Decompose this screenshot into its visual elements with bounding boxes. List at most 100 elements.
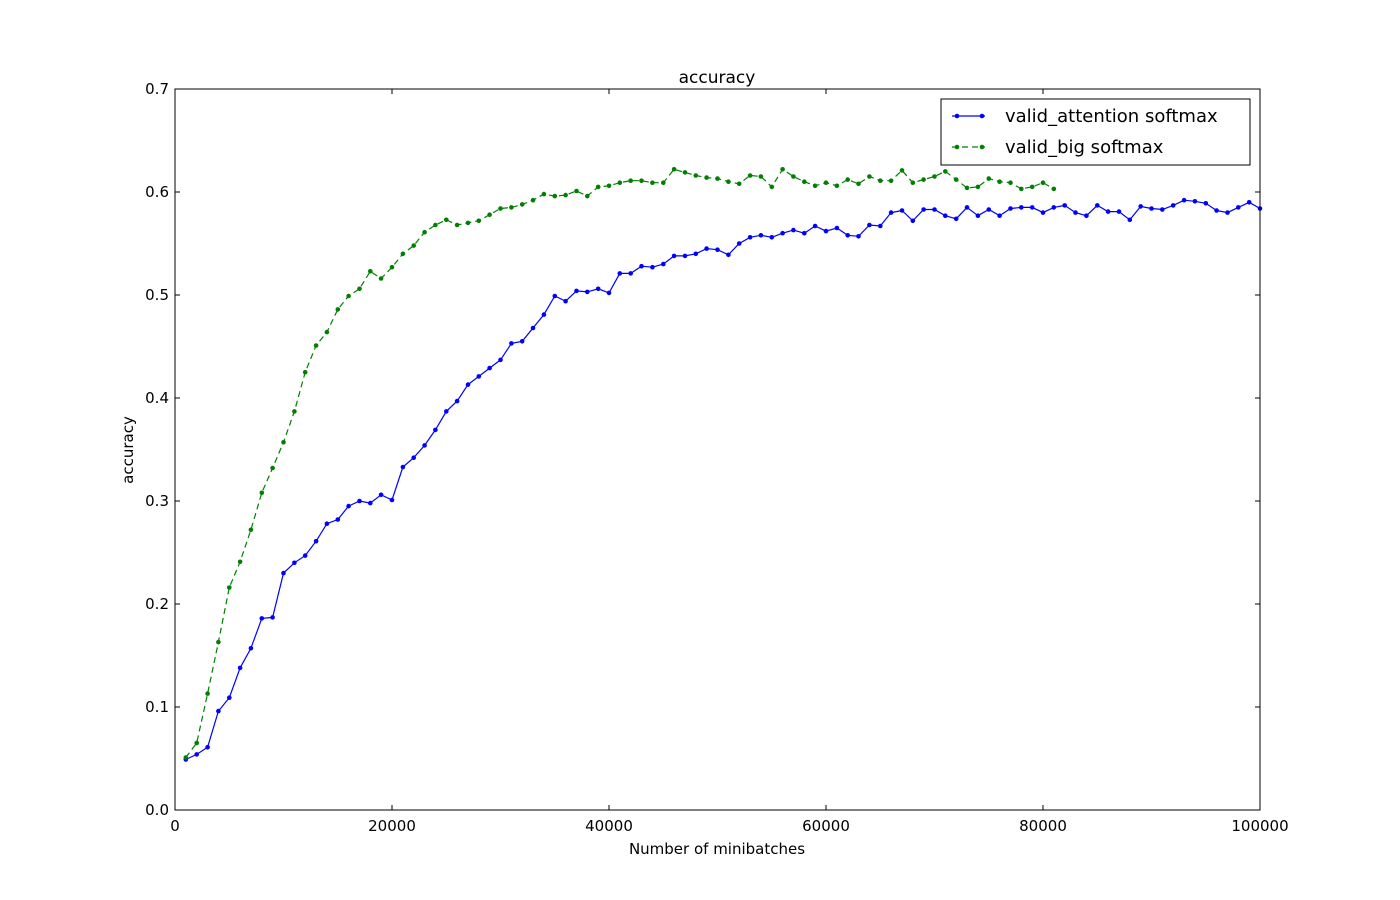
data-point xyxy=(368,269,373,274)
data-point xyxy=(444,217,449,223)
data-point xyxy=(487,212,492,217)
data-point xyxy=(932,207,937,212)
data-point xyxy=(194,740,199,746)
data-point xyxy=(313,538,319,544)
data-point xyxy=(888,178,894,183)
data-point xyxy=(1051,186,1057,192)
data-point xyxy=(1149,206,1154,211)
y-tick-label: 0.1 xyxy=(145,698,169,716)
data-point xyxy=(986,176,992,181)
data-point xyxy=(964,185,970,191)
data-point xyxy=(1181,197,1187,203)
legend-label: valid_big softmax xyxy=(1005,137,1164,158)
legend-box xyxy=(940,98,1251,166)
x-tick-label: 40000 xyxy=(585,817,633,835)
data-point xyxy=(281,440,286,445)
data-point xyxy=(758,174,764,179)
x-tick-label: 0 xyxy=(170,817,180,835)
data-point xyxy=(704,246,709,251)
data-point xyxy=(411,455,417,461)
data-point xyxy=(780,167,785,172)
data-point xyxy=(975,184,981,190)
data-point xyxy=(422,443,427,448)
data-point xyxy=(270,615,275,620)
data-point xyxy=(563,298,568,304)
data-point xyxy=(1170,203,1176,208)
data-point xyxy=(661,261,666,267)
data-point xyxy=(509,341,514,346)
data-point xyxy=(476,374,482,379)
data-point xyxy=(552,193,558,199)
data-point xyxy=(628,178,633,183)
data-point xyxy=(736,181,742,187)
data-point xyxy=(910,218,916,224)
data-point xyxy=(270,465,275,471)
data-point xyxy=(780,230,785,236)
data-point xyxy=(791,227,796,233)
data-point xyxy=(1019,186,1024,192)
data-point xyxy=(682,170,688,175)
data-point xyxy=(639,263,644,269)
data-point xyxy=(747,235,753,240)
data-point xyxy=(964,205,970,210)
data-point xyxy=(932,174,937,179)
legend-marker xyxy=(954,144,960,150)
series-line-0 xyxy=(185,199,1261,761)
data-point xyxy=(248,646,254,651)
data-point xyxy=(953,216,959,222)
data-point xyxy=(856,234,861,239)
legend-marker xyxy=(979,144,985,150)
data-point xyxy=(389,264,395,270)
data-point xyxy=(411,243,417,248)
data-point xyxy=(693,173,699,178)
data-point xyxy=(1246,200,1252,205)
data-point xyxy=(389,497,395,503)
data-point xyxy=(943,213,948,218)
data-point xyxy=(194,752,199,757)
data-point xyxy=(867,174,872,179)
data-point xyxy=(563,192,568,198)
y-tick-label: 0.3 xyxy=(145,492,169,510)
data-point xyxy=(519,339,525,344)
data-point xyxy=(650,264,655,270)
data-point xyxy=(910,180,916,185)
data-point xyxy=(823,180,829,185)
data-point xyxy=(346,293,351,299)
data-point xyxy=(259,490,265,496)
data-point xyxy=(1008,180,1013,185)
data-point xyxy=(237,665,243,671)
data-point xyxy=(769,235,775,240)
data-point xyxy=(1073,210,1078,215)
data-point xyxy=(878,178,883,183)
data-point xyxy=(1040,180,1046,185)
data-point xyxy=(975,213,981,218)
x-tick-label: 100000 xyxy=(1231,817,1288,835)
data-point xyxy=(530,325,536,331)
data-point xyxy=(205,691,210,696)
data-point xyxy=(400,251,406,257)
x-tick-label: 20000 xyxy=(368,817,416,835)
data-point xyxy=(357,498,362,504)
data-point xyxy=(281,570,286,576)
data-point xyxy=(498,357,503,363)
data-point xyxy=(617,271,623,276)
data-point xyxy=(1236,205,1241,210)
data-point xyxy=(205,744,210,750)
data-point xyxy=(997,213,1002,218)
data-point xyxy=(216,639,221,645)
data-point xyxy=(758,233,764,238)
data-point xyxy=(1116,209,1122,214)
chart-title: accuracy xyxy=(679,68,756,88)
data-point xyxy=(259,616,265,621)
data-point xyxy=(552,293,558,299)
data-point xyxy=(541,191,547,197)
data-point xyxy=(487,365,492,371)
data-point xyxy=(867,222,872,228)
data-point xyxy=(237,559,243,565)
data-point xyxy=(541,312,547,317)
data-point xyxy=(736,241,742,246)
data-point xyxy=(1051,205,1057,210)
data-point xyxy=(1105,209,1111,214)
data-point xyxy=(1095,203,1100,208)
axis-ticks: 0 20000 40000 60000 80000 100000 0.0 0.1 0.2 0.3 0… xyxy=(145,80,1288,835)
